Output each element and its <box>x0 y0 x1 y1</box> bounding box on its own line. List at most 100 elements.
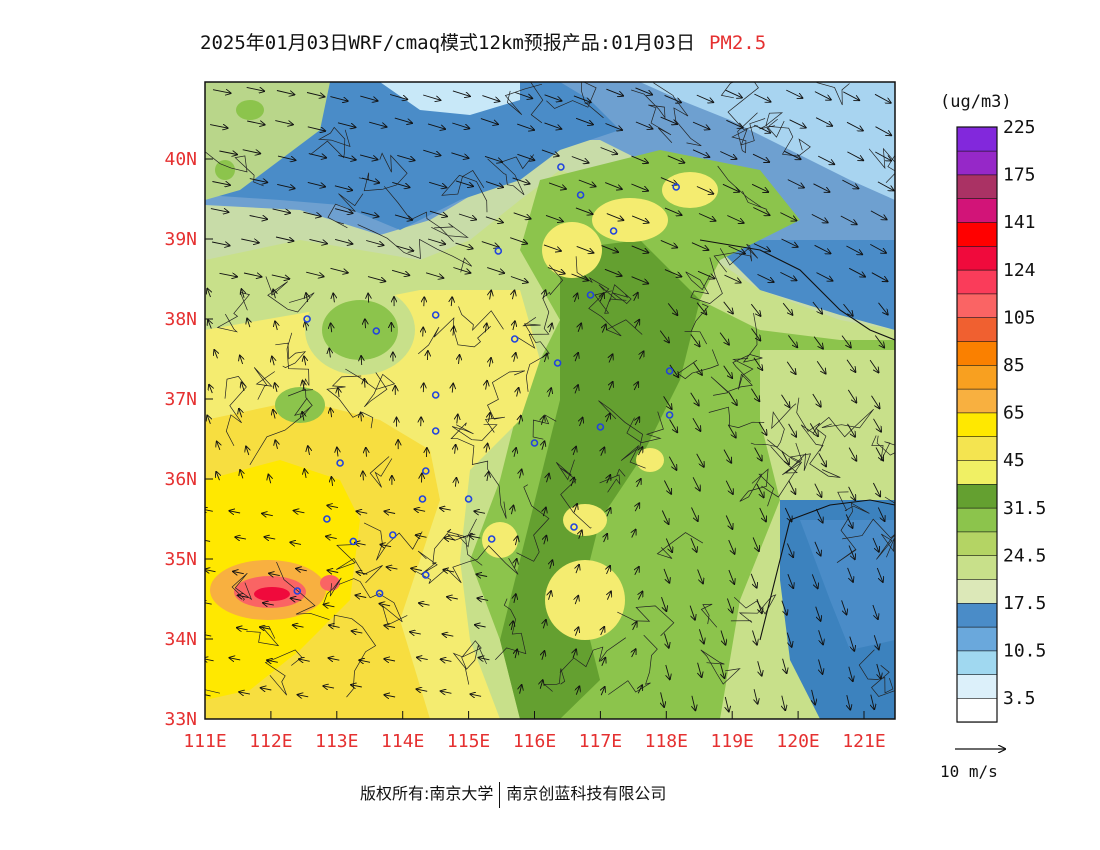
wind-arrow <box>306 293 308 303</box>
wind-arrow <box>635 567 639 576</box>
wind-arrow <box>329 625 340 627</box>
wind-arrow <box>786 543 793 558</box>
colorbar-swatch <box>956 412 998 438</box>
boundary-line <box>441 170 488 213</box>
wind-arrow <box>272 357 274 366</box>
wind-arrow <box>816 272 833 281</box>
boundary-line <box>710 358 754 396</box>
wind-arrow <box>609 354 613 363</box>
wind-arrow <box>359 660 371 662</box>
wind-arrow <box>481 241 499 248</box>
wind-arrow <box>547 267 565 274</box>
wind-arrow <box>782 695 786 711</box>
x-tick-label: 120E <box>776 731 819 752</box>
wind-arrow <box>229 511 241 513</box>
wind-arrow <box>271 274 290 279</box>
plot-frame <box>204 81 896 720</box>
wind-arrow <box>692 121 710 129</box>
boundary-line <box>310 126 351 159</box>
boundary-line <box>336 544 383 584</box>
field-south-yellow-2 <box>482 522 518 558</box>
wind-arrow <box>722 183 739 192</box>
wind-arrow <box>306 92 325 97</box>
city-marker <box>421 571 430 579</box>
city-marker <box>464 495 473 503</box>
colorbar: 3.5 10.5 17.5 24.5 31.5 45 65 85 105 124 141 175 225 <box>956 117 1046 723</box>
boundary-line <box>322 577 342 606</box>
x-tick-label: 115E <box>447 731 490 752</box>
field-tangshan-yellow <box>662 172 718 208</box>
wind-arrow <box>871 395 880 409</box>
boundary-line <box>458 306 504 332</box>
wind-arrow <box>696 302 706 315</box>
wind-arrow <box>331 477 332 486</box>
wind-arrow <box>875 126 892 136</box>
wind-arrow <box>602 658 606 666</box>
wind-arrow <box>328 570 339 572</box>
wind-arrow <box>725 696 729 712</box>
wind-arrow <box>355 595 367 597</box>
wind-arrow <box>303 381 305 390</box>
wind-arrow <box>470 536 481 538</box>
wind-arrow <box>848 486 856 500</box>
wind-arrow <box>214 350 217 359</box>
wind-arrow <box>547 474 550 483</box>
wind-arrow <box>361 177 379 183</box>
wind-arrow <box>476 574 488 576</box>
wind-arrow <box>427 123 445 129</box>
wind-arrow <box>873 418 882 432</box>
wind-arrow <box>877 507 884 522</box>
wind-arrow <box>846 121 863 130</box>
boundary-line <box>868 147 895 183</box>
wind-arrow <box>725 515 732 530</box>
wind-arrow <box>728 392 737 405</box>
x-axis: 111E 112E 113E 114E 115E 116E 117E 118E 119E 120E… <box>183 711 886 752</box>
boundary-line <box>417 518 477 575</box>
colorbar-swatch <box>956 507 998 533</box>
boundary-line <box>246 626 280 647</box>
wind-arrow <box>872 604 878 619</box>
city-marker <box>672 183 681 191</box>
wind-arrow <box>607 475 611 484</box>
wind-arrow <box>239 692 250 694</box>
wind-arrow <box>751 328 761 341</box>
wind-arrow <box>840 215 857 224</box>
wind-arrow <box>543 290 546 300</box>
wind-arrow <box>429 210 447 216</box>
field-taiyuan-darkgreen <box>322 300 398 360</box>
wind-arrow <box>698 629 704 643</box>
wind-arrow <box>575 207 593 214</box>
credit-owner: 版权所有:南京大学 <box>360 784 494 803</box>
wind-arrow <box>219 151 237 155</box>
city-marker <box>487 535 496 543</box>
boundary-line <box>431 223 469 238</box>
wind-arrow <box>542 651 545 660</box>
wind-arrow <box>576 245 594 252</box>
boundary-line <box>731 112 766 154</box>
wind-arrow <box>453 327 454 336</box>
wind-arrow <box>337 448 338 457</box>
wind-arrow <box>327 505 339 507</box>
wind-arrow <box>606 414 610 422</box>
wind-arrow <box>848 267 865 276</box>
wind-arrow <box>787 574 793 588</box>
boundary-line <box>598 400 646 469</box>
colorbar-swatch <box>956 317 998 342</box>
wind-arrow <box>812 393 821 407</box>
wind-arrow <box>814 244 831 253</box>
wind-arrow <box>815 117 832 126</box>
wind-arrow <box>661 596 667 611</box>
wind-arrow <box>812 301 822 314</box>
field-nw-dot <box>236 100 264 120</box>
wind-arrow <box>205 539 211 541</box>
wind-arrow <box>441 691 452 693</box>
boundary-line <box>484 370 525 433</box>
wind-arrow <box>873 635 879 649</box>
wind-arrow <box>631 155 649 163</box>
wind-arrow <box>276 90 295 95</box>
wind-arrow <box>275 440 277 450</box>
boundary-line <box>730 594 777 623</box>
wind-arrow <box>575 627 578 636</box>
wind-arrow <box>631 276 649 284</box>
wind-arrow <box>754 124 770 133</box>
